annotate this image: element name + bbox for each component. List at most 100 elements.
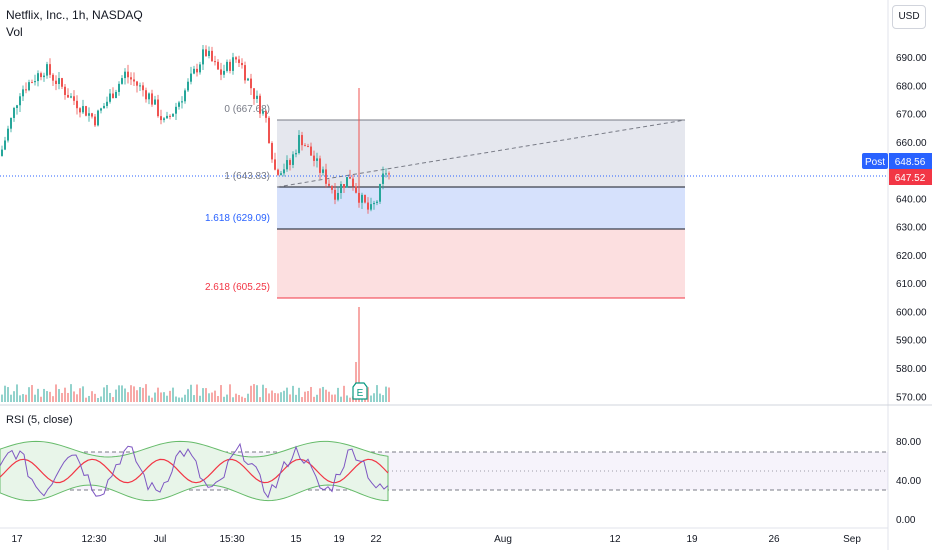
volume-bar	[250, 385, 252, 402]
candle-body	[313, 155, 315, 161]
volume-bar	[25, 394, 27, 402]
candle-body	[88, 113, 90, 116]
candle-body	[139, 85, 141, 87]
time-tick-label: Sep	[843, 534, 861, 545]
candle-body	[70, 96, 72, 98]
candle-body	[37, 73, 39, 82]
volume-bar	[115, 389, 117, 402]
fib-extension[interactable]: 0 (667.68) 1 (643.83) 1.618 (629.09) 2.6…	[205, 104, 686, 299]
volume-bar	[145, 384, 147, 402]
candle-body	[175, 106, 177, 114]
candle-body	[172, 113, 174, 117]
candle-body	[286, 160, 288, 170]
candle-body	[274, 159, 276, 170]
volume-bar	[304, 391, 306, 402]
volume-bar	[10, 394, 12, 402]
candle-body	[364, 194, 366, 203]
candle-body	[196, 68, 198, 73]
volume-bar	[4, 385, 6, 402]
volume-bar	[223, 396, 225, 402]
post-price-value: 648.56	[895, 157, 926, 168]
volume-bar	[325, 389, 327, 402]
volume-bar	[181, 397, 183, 402]
time-axis[interactable]: 17 12:30 Jul 15:30 15 19 22 Aug 12 19 26 Sep	[11, 534, 861, 545]
fib-label-0: 0 (667.68)	[224, 104, 270, 115]
volume-bar	[355, 362, 357, 402]
volume-bar	[58, 389, 60, 402]
volume-bar	[100, 396, 102, 402]
candle-body	[97, 110, 99, 126]
volume-bar	[13, 391, 15, 402]
volume-bar	[388, 387, 390, 402]
volume-bar	[286, 387, 288, 402]
volume-bar	[247, 393, 249, 402]
candle-body	[301, 135, 303, 146]
candle-body	[238, 59, 240, 63]
candle-body	[292, 154, 294, 165]
volume-bar	[376, 385, 378, 402]
time-tick-label: 12	[609, 534, 621, 545]
volume-bar	[67, 392, 69, 402]
candle-body	[4, 140, 6, 150]
earnings-marker[interactable]: E	[352, 382, 368, 400]
candle-body	[127, 71, 129, 78]
price-axis[interactable]: 690.00680.00670.00660.00650.00640.00630.…	[896, 53, 927, 403]
candle-body	[376, 201, 378, 203]
volume-bar	[76, 394, 78, 402]
candle-body	[304, 145, 306, 147]
candle-body	[346, 176, 348, 188]
candle-body	[67, 94, 69, 98]
volume-bar	[229, 384, 231, 402]
volume-bar	[16, 384, 18, 402]
volume-bar	[118, 385, 120, 402]
volume-bar	[175, 396, 177, 402]
candle-body	[319, 158, 321, 173]
volume-bar	[244, 397, 246, 402]
candle-body	[229, 61, 231, 71]
volume-bar	[319, 388, 321, 402]
candle-body	[205, 49, 207, 57]
candle-body	[340, 184, 342, 193]
candle-body	[277, 169, 279, 175]
earnings-letter: E	[357, 388, 364, 399]
fib-trend-line	[276, 119, 686, 188]
volume-bar	[337, 387, 339, 402]
volume-bar	[49, 391, 51, 402]
price-tick-label: 640.00	[896, 194, 927, 205]
volume-bar	[340, 396, 342, 402]
volume-bar	[97, 397, 99, 402]
volume-bar	[55, 384, 57, 402]
candle-body	[118, 83, 120, 92]
volume-bar	[91, 391, 93, 402]
candle-body	[163, 118, 165, 121]
candle-body	[370, 204, 372, 210]
candle-body	[115, 91, 117, 99]
currency-button[interactable]: USD	[892, 5, 926, 29]
candle-body	[151, 93, 153, 105]
volume-bar	[73, 391, 75, 402]
candle-body	[22, 89, 24, 97]
volume-bar	[121, 385, 123, 402]
volume-bar	[334, 394, 336, 402]
candle-body	[265, 111, 267, 118]
volume-bar	[220, 385, 222, 402]
candle-body	[82, 106, 84, 113]
candle-body	[262, 111, 264, 114]
last-price-box	[889, 169, 932, 185]
time-tick-label: 15:30	[219, 534, 244, 545]
candle-body	[316, 158, 318, 161]
volume-bar	[232, 397, 234, 402]
volume-bar	[367, 387, 369, 402]
volume-bar	[40, 396, 42, 402]
candle-body	[361, 194, 363, 203]
candle-body	[61, 78, 63, 87]
candle-body	[373, 202, 375, 205]
volume-bar	[184, 394, 186, 402]
rsi-pane: 80.00 40.00 0.00	[0, 437, 921, 526]
volume-bar	[196, 384, 198, 402]
candle-body	[367, 202, 369, 210]
volume-bar	[379, 393, 381, 402]
volume-bar	[151, 397, 153, 402]
volume-bar	[157, 387, 159, 402]
